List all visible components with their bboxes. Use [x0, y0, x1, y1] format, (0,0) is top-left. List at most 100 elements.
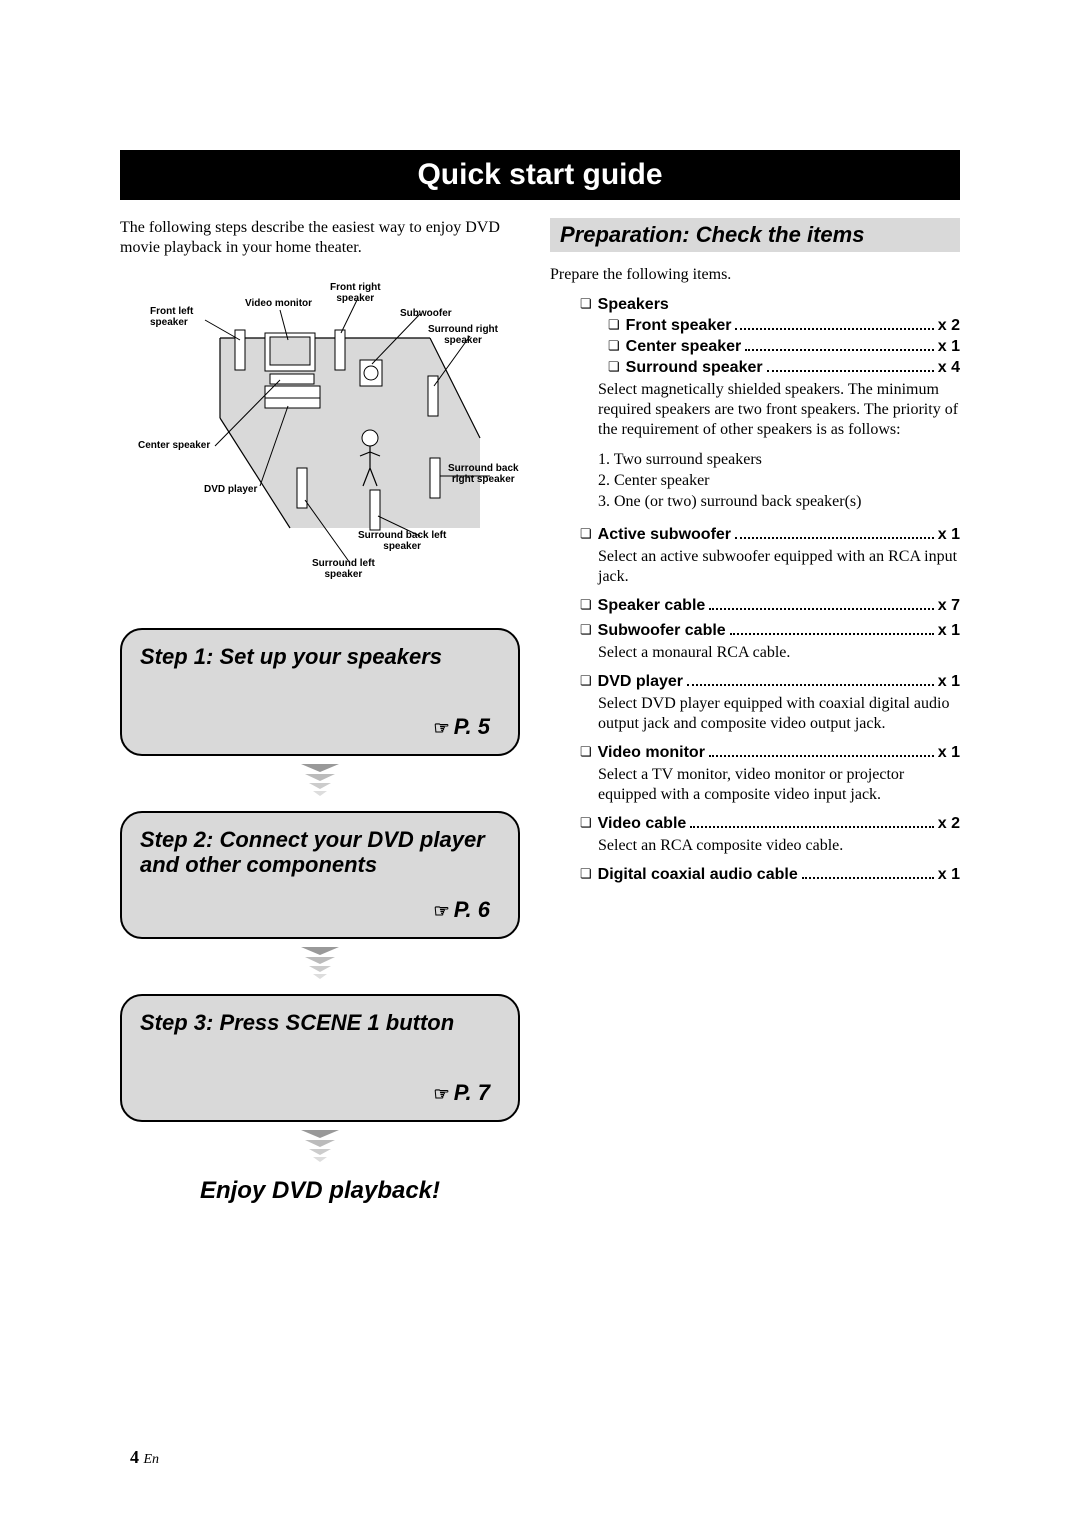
- hand-icon: ☞: [434, 901, 450, 921]
- item-desc: Select an active subwoofer equipped with…: [550, 547, 960, 587]
- item-label: Center speaker: [626, 338, 742, 356]
- speakers-heading: ❏ Speakers: [550, 296, 960, 314]
- item-desc: Select a monaural RCA cable.: [550, 643, 960, 663]
- speaker-sub-item: ❏ Center speaker x 1: [550, 338, 960, 356]
- label-front-left: Front leftspeaker: [150, 306, 193, 328]
- dots: [767, 370, 934, 372]
- step-3-title: Step 3: Press SCENE 1 button: [140, 1010, 500, 1035]
- page-title: Quick start guide: [120, 150, 960, 200]
- dots: [690, 826, 933, 828]
- label-surround-left: Surround leftspeaker: [312, 558, 375, 580]
- checkbox-icon: ❏: [580, 866, 592, 882]
- content-columns: The following steps describe the easiest…: [120, 218, 960, 1205]
- hand-icon: ☞: [434, 1084, 450, 1104]
- item-label: Speaker cable: [598, 597, 706, 615]
- item-label: Surround speaker: [626, 359, 763, 377]
- label-video-monitor: Video monitor: [245, 298, 312, 309]
- dots: [735, 328, 933, 330]
- item-label: DVD player: [598, 673, 683, 691]
- arrow-3: [120, 1128, 520, 1167]
- step-2-title: Step 2: Connect your DVD player and othe…: [140, 827, 500, 878]
- intro-text: The following steps describe the easiest…: [120, 218, 520, 258]
- dots: [687, 684, 934, 686]
- checkbox-icon: ❏: [580, 622, 592, 638]
- item-qty: x 1: [938, 622, 960, 640]
- item-desc: Select DVD player equipped with coaxial …: [550, 694, 960, 734]
- step-1-page: ☞P. 5: [434, 714, 490, 740]
- item-qty: x 1: [938, 866, 960, 884]
- check-item: ❏ DVD player x 1: [550, 673, 960, 691]
- page-footer: 4 En: [130, 1447, 159, 1468]
- item-label: Front speaker: [626, 317, 732, 335]
- priority-item: 3. One (or two) surround back speaker(s): [598, 492, 960, 513]
- checkbox-icon: ❏: [580, 744, 592, 760]
- item-qty: x 1: [938, 526, 960, 544]
- item-label: Digital coaxial audio cable: [598, 866, 798, 884]
- checkbox-icon: ❏: [580, 673, 592, 689]
- item-qty: x 1: [938, 744, 960, 762]
- check-item: ❏ Subwoofer cable x 1: [550, 622, 960, 640]
- label-front-right: Front rightspeaker: [330, 282, 381, 304]
- label-center-speaker: Center speaker: [138, 440, 210, 451]
- check-item: ❏ Video monitor x 1: [550, 744, 960, 762]
- speaker-diagram: Video monitor Front leftspeaker Front ri…: [120, 268, 520, 588]
- step-1-title: Step 1: Set up your speakers: [140, 644, 500, 669]
- item-label: Speakers: [598, 296, 669, 314]
- dots: [735, 537, 934, 539]
- label-surround-right: Surround rightspeaker: [428, 324, 498, 346]
- step-3-page: ☞P. 7: [434, 1080, 490, 1106]
- dots: [802, 877, 934, 879]
- label-surround-back-left: Surround back leftspeaker: [358, 530, 446, 552]
- check-item: ❏ Video cable x 2: [550, 815, 960, 833]
- arrow-2: [120, 945, 520, 984]
- step-2-box: Step 2: Connect your DVD player and othe…: [120, 811, 520, 939]
- checkbox-icon: ❏: [580, 526, 592, 542]
- item-desc: Select an RCA composite video cable.: [550, 836, 960, 856]
- dots: [709, 755, 934, 757]
- dots: [745, 349, 933, 351]
- check-item: ❏ Speaker cable x 7: [550, 597, 960, 615]
- item-qty: x 1: [938, 673, 960, 691]
- label-surround-back-right: Surround backright speaker: [448, 463, 519, 485]
- item-label: Video cable: [598, 815, 687, 833]
- enjoy-text: Enjoy DVD playback!: [120, 1177, 520, 1205]
- left-column: The following steps describe the easiest…: [120, 218, 520, 1205]
- step-1-box: Step 1: Set up your speakers ☞P. 5: [120, 628, 520, 756]
- page-lang: En: [144, 1452, 160, 1467]
- prep-header: Preparation: Check the items: [550, 218, 960, 252]
- item-qty: x 2: [938, 317, 960, 335]
- checkbox-icon: ❏: [608, 359, 620, 375]
- label-subwoofer: Subwoofer: [400, 308, 452, 319]
- priority-list: 1. Two surround speakers2. Center speake…: [550, 450, 960, 512]
- item-qty: x 7: [938, 597, 960, 615]
- dots: [709, 608, 933, 610]
- checkbox-icon: ❏: [580, 597, 592, 613]
- step-2-page: ☞P. 6: [434, 897, 490, 923]
- page-number: 4: [130, 1447, 139, 1467]
- right-column: Preparation: Check the items Prepare the…: [550, 218, 960, 1205]
- hand-icon: ☞: [434, 718, 450, 738]
- item-desc: Select a TV monitor, video monitor or pr…: [550, 765, 960, 805]
- label-dvd-player: DVD player: [204, 484, 257, 495]
- priority-item: 1. Two surround speakers: [598, 450, 960, 471]
- priority-item: 2. Center speaker: [598, 471, 960, 492]
- speaker-sub-item: ❏ Surround speaker x 4: [550, 359, 960, 377]
- check-item: ❏ Digital coaxial audio cable x 1: [550, 866, 960, 884]
- check-list: ❏ Speakers ❏ Front speaker x 2❏ Center s…: [550, 296, 960, 891]
- item-qty: x 1: [938, 338, 960, 356]
- checkbox-icon: ❏: [608, 338, 620, 354]
- checkbox-icon: ❏: [608, 317, 620, 333]
- speakers-desc: Select magnetically shielded speakers. T…: [550, 380, 960, 440]
- item-label: Subwoofer cable: [598, 622, 726, 640]
- checkbox-icon: ❏: [580, 296, 592, 312]
- item-qty: x 4: [938, 359, 960, 377]
- item-label: Active subwoofer: [598, 526, 731, 544]
- step-3-box: Step 3: Press SCENE 1 button ☞P. 7: [120, 994, 520, 1122]
- check-item: ❏ Active subwoofer x 1: [550, 526, 960, 544]
- speaker-sub-item: ❏ Front speaker x 2: [550, 317, 960, 335]
- checkbox-icon: ❏: [580, 815, 592, 831]
- arrow-1: [120, 762, 520, 801]
- item-qty: x 2: [938, 815, 960, 833]
- prep-intro: Prepare the following items.: [550, 266, 960, 284]
- dots: [730, 633, 934, 635]
